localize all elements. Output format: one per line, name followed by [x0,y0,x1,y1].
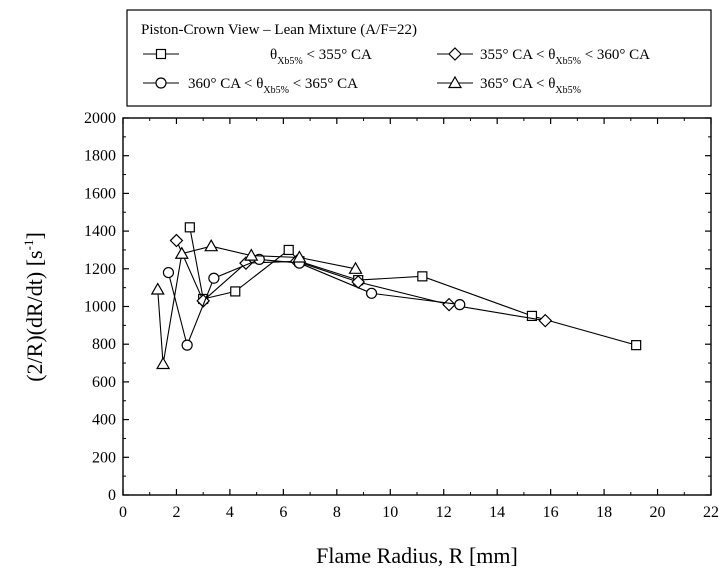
series-line [167,258,460,347]
y-tick-label: 1800 [84,148,116,165]
data-point-triangle [156,356,171,370]
series-circle [162,253,466,351]
data-point-square [417,271,428,282]
legend-title: Piston-Crown View – Lean Mixture (A/F=22… [141,22,417,38]
y-tick-label: 2000 [84,110,116,127]
legend-marker-diamond [448,47,462,61]
x-axis-title: Flame Radius, R [mm] [316,543,518,568]
x-tick-label: 22 [703,504,719,521]
y-tick-label: 800 [92,336,116,353]
series-layer [150,222,642,370]
x-tick-label: 0 [119,504,127,521]
y-tick-label: 0 [108,487,116,504]
data-point-triangle [174,246,189,259]
legend-marker-square [155,48,167,60]
legend-label-sub: Xb5% [555,56,581,67]
x-tick-label: 4 [226,504,234,521]
data-point-square [230,286,241,297]
data-point-circle [454,299,466,311]
x-tick-label: 12 [436,504,452,521]
data-point-diamond [538,313,553,328]
data-point-triangle [244,248,259,261]
x-tick-label: 8 [333,504,341,521]
data-point-diamond [442,297,456,312]
x-tick-label: 10 [382,504,398,521]
series-square [184,222,642,351]
data-point-circle [162,266,175,279]
legend-label: 355° CA < θXb5% < 360° CA [480,47,650,67]
legend-label-post: < 355° CA [303,47,372,63]
data-point-triangle [204,238,219,252]
legend-entry: 355° CA < θXb5% < 360° CA [437,47,650,67]
y-axis-title-superscript: -1 [21,240,36,251]
y-tick-label: 600 [92,374,116,391]
plot-frame [122,117,712,496]
data-point-triangle [292,250,307,263]
series-triangle [150,238,363,370]
legend-label-sub: Xb5% [263,85,289,96]
legend-label-sub: Xb5% [555,85,581,96]
y-tick-label: 400 [92,412,116,429]
x-tick-label: 6 [279,504,287,521]
data-point-square [283,244,294,256]
series-line [189,227,637,346]
legend-entry: 360° CA < θXb5% < 365° CA [143,76,358,96]
legend-label: θXb5% < 355° CA [270,47,372,67]
y-axis-title-main: (2/R)(dR/dt) [s [22,250,47,381]
x-tick-label: 16 [543,504,559,521]
data-point-square [526,310,538,322]
x-tick-label: 2 [172,504,180,521]
x-tick-label: 14 [489,504,505,521]
y-axis: 0 200 400 600 800 1000 1200 1400 1600 1800 2000 [84,110,711,504]
legend-marker-circle [155,77,167,89]
y-tick-label: 1600 [84,185,116,202]
legend-label-sub: Xb5% [277,56,303,67]
y-tick-label: 1200 [84,261,116,278]
x-axis: 0 2 4 6 8 10 12 14 16 18 20 22 [119,118,719,521]
data-point-circle [181,339,193,351]
series-diamond [169,233,553,328]
y-axis-title: (2/R)(dR/dt) [s-1] [21,232,47,382]
legend-marker-triangle [447,75,463,89]
legend-label: 365° CA < θXb5% [480,76,581,96]
y-tick-label: 200 [92,449,116,466]
data-point-square [631,340,642,351]
legend-box [126,9,712,107]
data-point-diamond [169,233,184,248]
legend-entry: θXb5% < 355° CA [143,47,372,67]
legend: Piston-Crown View – Lean Mixture (A/F=22… [126,9,712,107]
legend-label-pre: 365° CA < θ [480,76,555,92]
legend-label-pre: θ [270,47,277,63]
data-point-triangle [348,261,363,274]
legend-entry: 365° CA < θXb5% [437,75,581,96]
legend-label: 360° CA < θXb5% < 365° CA [188,76,358,96]
legend-label-post: < 360° CA [581,47,650,63]
data-point-triangle [150,282,165,295]
y-tick-label: 1400 [84,223,116,240]
x-tick-label: 20 [650,504,666,521]
legend-label-post: < 365° CA [289,76,358,92]
legend-label-pre: 360° CA < θ [188,76,263,92]
data-point-circle [365,287,378,299]
data-point-square [184,222,195,233]
x-tick-label: 18 [596,504,612,521]
data-point-circle [208,272,220,284]
y-tick-label: 1000 [84,299,116,316]
legend-label-pre: 355° CA < θ [480,47,555,63]
y-axis-title-end: ] [22,232,47,239]
